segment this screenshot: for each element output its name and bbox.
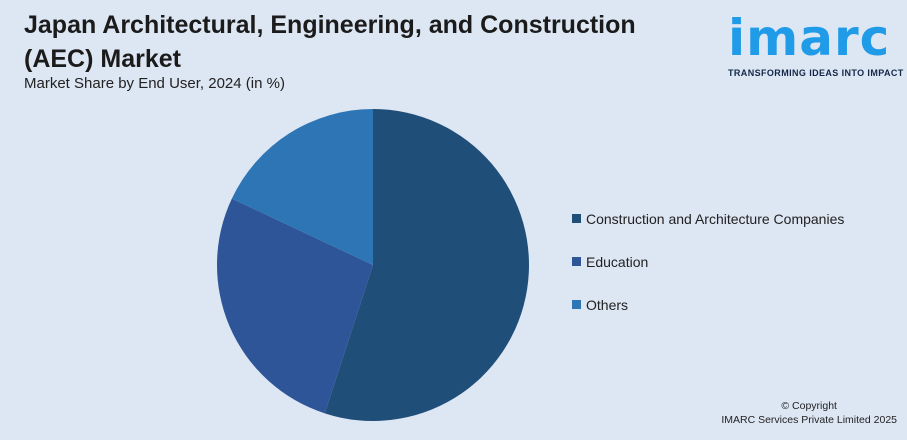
- legend-label: Education: [586, 253, 649, 270]
- legend-item-others: Others: [572, 295, 844, 314]
- logo-wordmark: imarc: [728, 9, 891, 67]
- pie-slice-construction-and-architecture-companies: [324, 109, 529, 421]
- pie-slice-education: [217, 198, 373, 414]
- chart-subtitle: Market Share by End User, 2024 (in %): [24, 75, 285, 92]
- chart-legend: Construction and Architecture Companies E…: [572, 209, 844, 338]
- legend-label: Others: [586, 296, 629, 313]
- imarc-logo: imarc TRANSFORMING IDEAS INTO IMPACT: [728, 10, 906, 78]
- legend-item-education: Education: [572, 252, 844, 271]
- legend-label: Construction and Architecture Companies: [586, 210, 845, 227]
- copyright-line-1: © Copyright: [781, 400, 837, 412]
- legend-swatch: [572, 257, 581, 266]
- copyright-line-2: IMARC Services Private Limited 2025: [721, 414, 897, 426]
- chart-title: Japan Architectural, Engineering, and Co…: [24, 11, 636, 73]
- logo-tagline: TRANSFORMING IDEAS INTO IMPACT: [728, 68, 904, 78]
- pie-slice-others: [231, 109, 373, 265]
- legend-swatch: [572, 300, 581, 309]
- legend-swatch: [572, 214, 581, 223]
- copyright-notice: © Copyright IMARC Services Private Limit…: [721, 399, 897, 427]
- legend-item-construction-and-architecture-companies: Construction and Architecture Companies: [572, 209, 844, 228]
